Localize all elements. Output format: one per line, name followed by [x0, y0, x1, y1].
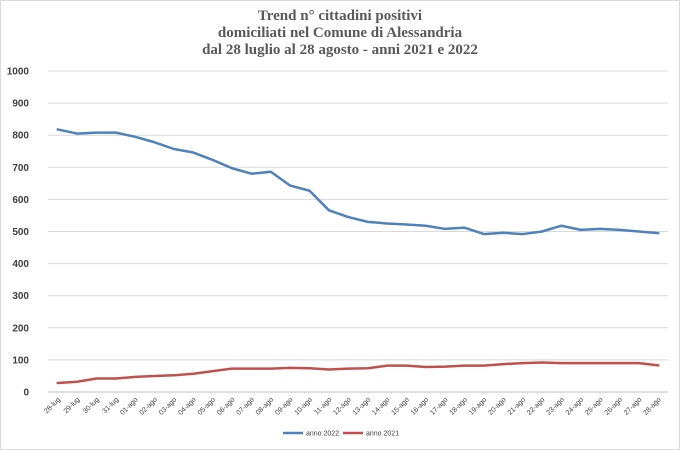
legend: anno 2022 anno 2021 [283, 431, 399, 438]
chart-title: Trend n° cittadini positivi domiciliati … [0, 8, 680, 59]
x-tick-label: 11-ago [313, 396, 333, 416]
x-tick-label: 03-ago [158, 396, 178, 416]
x-tick-label: 28-lug [43, 396, 62, 415]
x-tick-label: 21-ago [507, 396, 527, 416]
x-tick-label: 15-ago [390, 396, 410, 416]
x-tick-label: 05-ago [197, 396, 217, 416]
y-tick-label: 0 [23, 388, 29, 399]
gridlines [48, 70, 668, 393]
chart-title-line-1: Trend n° cittadini positivi [257, 8, 423, 24]
y-tick-label: 900 [12, 99, 29, 110]
x-tick-label: 08-ago [255, 396, 275, 416]
series-lines [56, 128, 660, 385]
y-tick-label: 400 [12, 259, 29, 270]
x-tick-label: 14-ago [371, 396, 391, 416]
x-tick-label: 25-ago [584, 396, 604, 416]
y-tick-label: 200 [12, 323, 29, 334]
x-tick-label: 09-ago [274, 396, 294, 416]
series-line-1 [56, 128, 660, 236]
x-axis: 28-lug 29-lug 30-lug 31-lug 01-ago 02-ago 03-a… [43, 396, 662, 416]
x-tick-label: 30-lug [82, 396, 101, 415]
y-tick-label: 300 [12, 291, 29, 302]
x-tick-label: 10-ago [294, 396, 314, 416]
x-tick-label: 06-ago [216, 396, 236, 416]
chart-title-line-3: dal 28 luglio al 28 agosto - anni 2021 e… [202, 42, 478, 58]
x-tick-label: 12-ago [332, 396, 352, 416]
x-tick-label: 31-lug [102, 396, 121, 415]
x-tick-label: 22-ago [526, 396, 546, 416]
chart-title-line-2: domiciliati nel Comune di Alessandria [217, 25, 463, 41]
legend-label: anno 2021 [366, 431, 399, 438]
y-tick-label: 100 [12, 355, 29, 366]
x-tick-label: 28-ago [642, 396, 662, 416]
y-tick-label: 1000 [7, 67, 30, 78]
x-tick-label: 02-ago [139, 396, 159, 416]
x-tick-label: 16-ago [410, 396, 430, 416]
legend-label: anno 2022 [306, 431, 339, 438]
y-tick-label: 500 [12, 227, 29, 238]
x-tick-label: 24-ago [565, 396, 585, 416]
y-tick-label: 800 [12, 131, 29, 142]
x-tick-label: 04-ago [177, 396, 197, 416]
x-tick-label: 18-ago [449, 396, 469, 416]
x-tick-label: 13-ago [352, 396, 372, 416]
x-tick-label: 17-ago [429, 396, 449, 416]
series-line-2 [56, 361, 660, 385]
x-tick-label: 07-ago [235, 396, 255, 416]
y-tick-label: 700 [12, 163, 29, 174]
x-tick-label: 27-ago [623, 396, 643, 416]
x-tick-label: 19-ago [468, 396, 488, 416]
x-tick-label: 26-ago [604, 396, 624, 416]
y-axis: 0 100 200 300 400 500 600 700 800 900 1000 [7, 67, 30, 399]
x-tick-label: 01-ago [119, 396, 139, 416]
x-tick-label: 23-ago [545, 396, 565, 416]
x-tick-label: 29-lug [63, 396, 82, 415]
y-tick-label: 600 [12, 195, 29, 206]
x-tick-label: 20-ago [487, 396, 507, 416]
